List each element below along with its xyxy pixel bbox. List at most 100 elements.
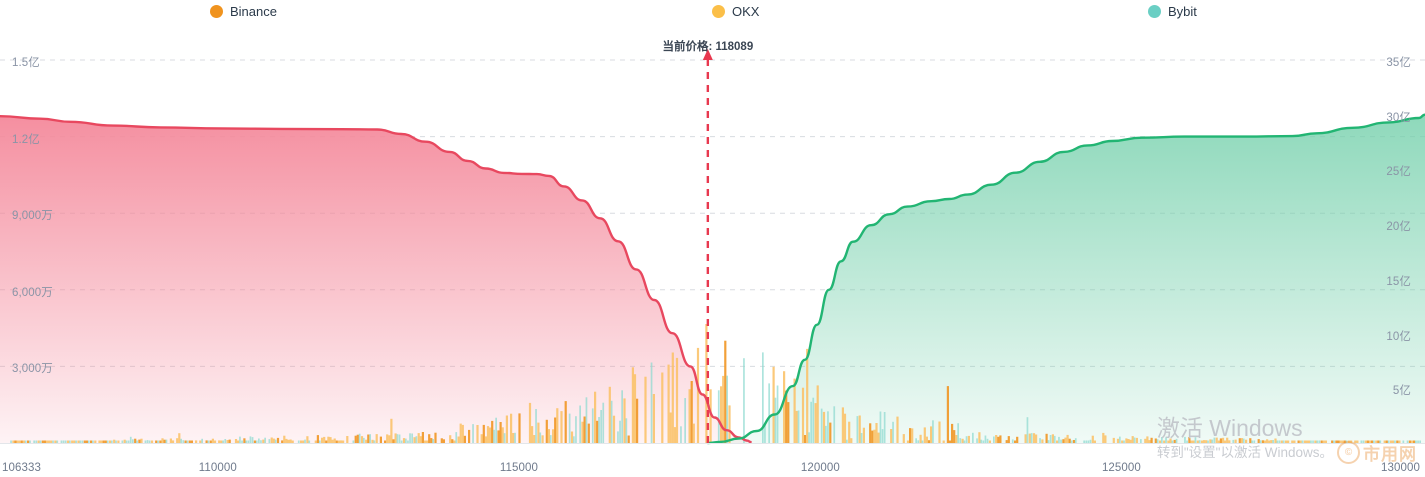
volume-bar xyxy=(1303,440,1306,443)
volume-bar xyxy=(111,440,113,443)
volume-bar xyxy=(717,390,720,443)
volume-bar xyxy=(281,440,284,443)
volume-bar xyxy=(396,434,399,443)
volume-bar xyxy=(85,440,88,443)
volume-bar xyxy=(1215,437,1218,443)
volume-bar xyxy=(1163,440,1166,443)
volume-bar xyxy=(688,389,691,443)
volume-bar xyxy=(1240,438,1243,443)
volume-bar xyxy=(22,440,25,443)
volume-bar xyxy=(421,432,424,443)
volume-bar xyxy=(365,439,368,443)
volume-bar xyxy=(1205,440,1208,443)
volume-bar xyxy=(306,436,309,443)
volume-bar xyxy=(432,439,434,443)
volume-bar xyxy=(1045,433,1048,443)
volume-bar xyxy=(318,440,321,443)
volume-bar xyxy=(858,415,861,443)
volume-bar xyxy=(163,439,166,443)
volume-bar xyxy=(690,381,693,443)
volume-bar xyxy=(132,439,134,443)
volume-bar xyxy=(1383,440,1386,443)
volume-bar xyxy=(1308,440,1311,443)
volume-bar xyxy=(978,432,981,443)
volume-bar xyxy=(953,430,956,443)
volume-bar xyxy=(503,433,506,443)
volume-bar xyxy=(1060,439,1062,443)
volume-bar xyxy=(1047,440,1050,443)
volume-bar xyxy=(1211,439,1214,443)
volume-bar xyxy=(56,440,59,443)
volume-bar xyxy=(276,437,280,443)
volume-bar xyxy=(1238,438,1241,443)
volume-bar xyxy=(226,440,229,443)
volume-bar xyxy=(371,439,374,443)
legend-dot-icon xyxy=(712,4,725,18)
volume-bar xyxy=(171,440,175,443)
volume-bar xyxy=(35,440,38,443)
volume-bar xyxy=(363,437,365,443)
volume-bar xyxy=(390,418,393,443)
volume-bar xyxy=(797,410,800,443)
volume-bar xyxy=(247,440,250,443)
volume-bar xyxy=(961,438,964,443)
legend-item-binance[interactable]: Binance xyxy=(210,4,277,18)
volume-bar xyxy=(1154,438,1157,443)
volume-bar xyxy=(843,413,847,443)
volume-bar xyxy=(684,398,686,443)
volume-bar xyxy=(1257,439,1260,443)
volume-bar xyxy=(585,397,588,443)
volume-bar xyxy=(692,423,695,443)
volume-bar xyxy=(87,440,90,443)
plot-area xyxy=(0,45,1425,452)
volume-bar xyxy=(1129,439,1132,443)
volume-bar xyxy=(1291,440,1294,443)
volume-bar xyxy=(1406,440,1409,443)
volume-bar xyxy=(354,435,357,443)
volume-bar xyxy=(1343,440,1346,443)
volume-bar xyxy=(980,439,983,443)
volume-bar xyxy=(113,439,116,443)
volume-bar xyxy=(121,440,124,443)
volume-bar xyxy=(92,440,94,443)
volume-bar xyxy=(669,412,672,443)
volume-bar xyxy=(982,440,985,443)
volume-bar xyxy=(957,423,959,443)
volume-bar xyxy=(1072,440,1075,443)
volume-bar xyxy=(300,440,303,443)
volume-bar xyxy=(1016,436,1019,443)
volume-bar xyxy=(182,440,185,443)
volume-bar xyxy=(862,427,865,443)
volume-bar xyxy=(579,405,581,443)
volume-bar xyxy=(556,408,559,443)
volume-bar xyxy=(890,429,893,443)
volume-bar xyxy=(405,438,407,443)
volume-bar xyxy=(600,410,602,443)
volume-bar xyxy=(115,440,117,443)
volume-bar xyxy=(1165,437,1167,443)
volume-bar xyxy=(1375,440,1378,443)
volume-bar xyxy=(12,440,15,443)
volume-bar xyxy=(1345,440,1348,443)
volume-bar xyxy=(180,438,182,443)
volume-bar xyxy=(302,440,305,443)
volume-bar xyxy=(14,440,17,443)
volume-bar xyxy=(342,440,345,443)
volume-bar xyxy=(762,352,764,443)
volume-bar xyxy=(1135,437,1138,443)
volume-bar xyxy=(927,440,931,443)
volume-bar xyxy=(673,427,676,443)
volume-bar xyxy=(77,440,80,443)
volume-bar xyxy=(806,348,809,443)
volume-bar xyxy=(1035,434,1038,443)
volume-bar xyxy=(1146,436,1149,443)
volume-bar xyxy=(1249,438,1252,443)
volume-bar xyxy=(892,421,894,443)
volume-bar xyxy=(1085,440,1088,443)
volume-bar xyxy=(1385,440,1388,443)
legend-item-bybit[interactable]: Bybit xyxy=(1148,4,1197,18)
volume-bar xyxy=(610,400,613,443)
volume-bar xyxy=(165,439,168,443)
legend-item-okx[interactable]: OKX xyxy=(712,4,759,18)
